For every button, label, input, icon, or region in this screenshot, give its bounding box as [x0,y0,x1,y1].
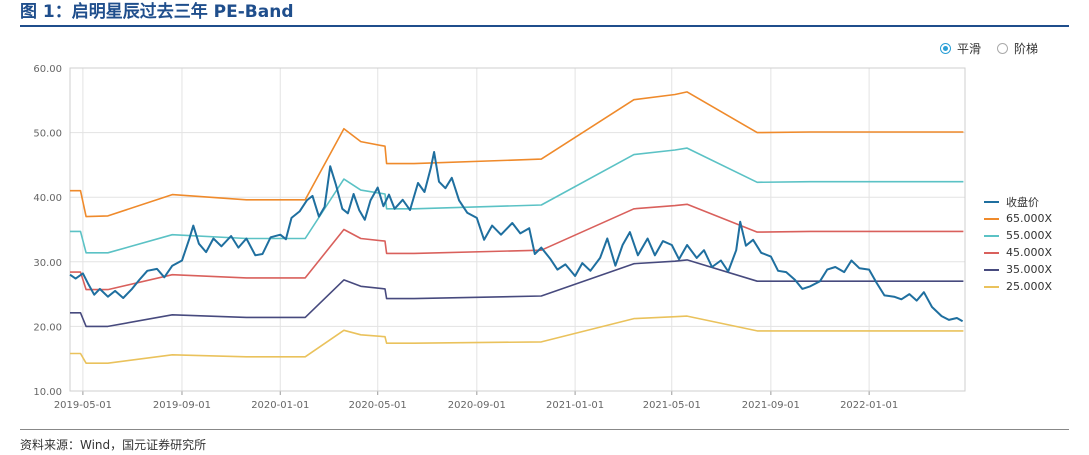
plot-border [69,67,966,392]
x-tick-label: 2021-09-01 [742,400,800,411]
y-tick-label: 40.00 [33,193,62,204]
footer-rule [20,429,1069,430]
x-tick-label: 2019-05-01 [54,400,112,411]
series-line-pe35 [70,259,964,328]
figure-title: 图 1：启明星辰过去三年 PE-Band [20,2,294,22]
source-note: 资料来源：Wind，国元证券研究所 [20,438,207,452]
smooth-option[interactable]: 平滑 [940,40,981,57]
x-tick-label: 2020-05-01 [349,400,407,411]
x-tick-label: 2019-09-01 [153,400,211,411]
legend-item-price[interactable]: 收盘价 [984,193,1052,210]
x-tick-label: 2021-01-01 [546,400,604,411]
series-line-price [69,151,964,323]
legend-item-pe55[interactable]: 55.000X [984,227,1052,244]
legend-item-pe35[interactable]: 35.000X [984,261,1052,278]
mode-toggle: 平滑 阶梯 [940,40,1054,57]
x-tick-label: 2020-09-01 [448,400,506,411]
y-tick-label: 60.00 [33,64,62,75]
legend-item-pe65[interactable]: 65.000X [984,210,1052,227]
legend-item-pe25[interactable]: 25.000X [984,278,1052,295]
x-tick-label: 2020-01-01 [251,400,309,411]
series-line-pe65 [70,91,964,218]
x-tick-label: 2022-01-01 [840,400,898,411]
step-label: 阶梯 [1014,42,1039,56]
legend-swatch [984,251,999,254]
legend-swatch [984,285,999,288]
series-line-pe45 [70,203,964,291]
smooth-label: 平滑 [957,42,982,56]
legend-item-pe45[interactable]: 45.000X [984,244,1052,261]
radio-off-icon[interactable] [997,43,1009,54]
legend-label: 65.000X [1006,212,1053,225]
pe-band-chart: 10.00 20.00 30.00 40.00 50.00 60.00 2019-05-01… [33,64,966,411]
legend-label: 35.000X [1006,263,1053,276]
series-line-pe25 [70,315,964,364]
radio-on-icon[interactable] [940,43,951,54]
y-tick-label: 50.00 [33,129,62,140]
legend-swatch [984,217,999,220]
y-tick-label: 10.00 [33,387,62,398]
legend-swatch [984,268,999,271]
legend-label: 45.000X [1006,246,1053,259]
y-tick-label: 30.00 [33,258,62,269]
step-option[interactable]: 阶梯 [997,40,1038,57]
series-line-pe55 [70,147,964,254]
legend-swatch [984,234,999,237]
title-rule [20,25,1069,27]
legend-swatch [984,200,999,203]
legend-label: 55.000X [1006,229,1053,242]
legend-label: 25.000X [1006,280,1053,293]
legend-label: 收盘价 [1006,195,1039,209]
y-tick-label: 20.00 [33,322,62,333]
x-tick-label: 2021-05-01 [643,400,701,411]
chart-legend: 收盘价 65.000X 55.000X 45.000X 35.000X 25.000X [984,193,1052,295]
